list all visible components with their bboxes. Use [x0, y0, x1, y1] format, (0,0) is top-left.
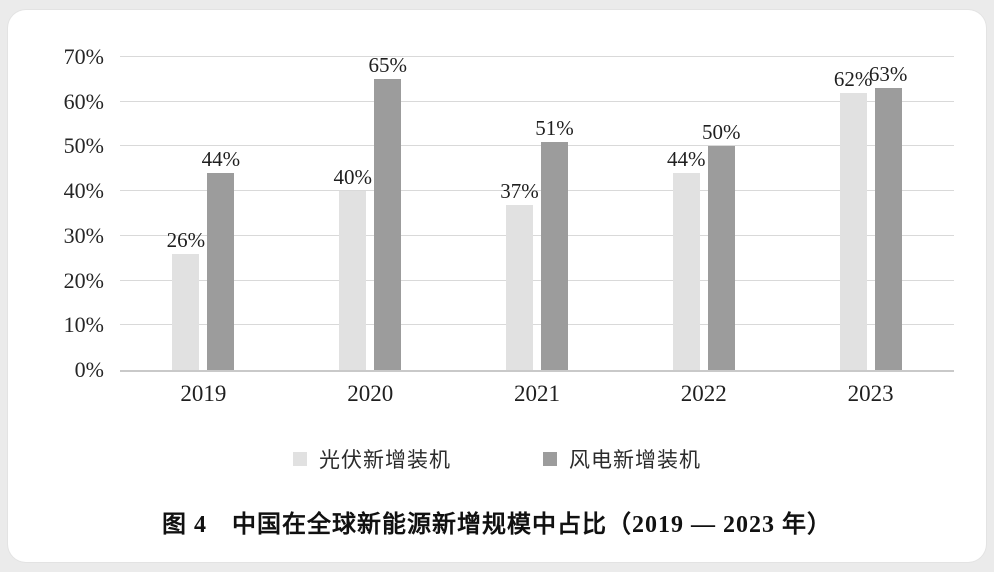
y-axis-tick-label: 70% — [63, 44, 104, 69]
bar-group-2020: 40% 65% 2020 — [333, 55, 407, 405]
bar-group-2021: 37% 51% 2021 — [500, 57, 574, 405]
bar-光伏新增装机-2019: 26% — [167, 229, 205, 370]
y-axis-tick-label: 40% — [63, 178, 104, 204]
bar-value-label: 44% — [667, 147, 706, 172]
bar-value-label: 44% — [201, 147, 241, 172]
legend-label: 风电新增装机 — [569, 448, 701, 472]
bar-value-label: 37% — [500, 178, 539, 203]
bar-value-label: 40% — [333, 165, 372, 190]
figure-card: 26% 44% 2019 40% 65% 2020 37% 51% 2021 44% 50% 2022… — [8, 10, 986, 562]
bar-group-2022: 44% 50% 2022 — [667, 57, 741, 405]
bar-group-2023: 62% 63% 2023 — [834, 57, 908, 405]
legend-item-光伏新增装机: 光伏新增装机 — [293, 444, 451, 474]
legend-swatch-icon — [543, 452, 557, 466]
gridline — [120, 190, 954, 192]
bar-光伏新增装机-2023: 62% — [834, 68, 872, 370]
bar-风电新增装机-2021: 51% — [535, 117, 574, 370]
gridline — [120, 324, 954, 326]
bar-风电新增装机-2020: 65% — [368, 55, 407, 370]
bar-光伏新增装机-2022: 44% — [667, 149, 706, 370]
bar-风电新增装机-2019: 44% — [202, 149, 240, 370]
gridline — [120, 100, 954, 102]
y-axis-tick-label: 60% — [63, 88, 104, 114]
y-axis-tick-label: 50% — [63, 133, 104, 159]
chart-legend: 光伏新增装机 风电新增装机 — [8, 444, 986, 474]
y-axis-tick-label: 20% — [63, 267, 104, 293]
gridline — [120, 145, 954, 147]
x-axis-tick-label: 2021 — [513, 381, 560, 406]
y-axis-tick-label: 30% — [63, 222, 104, 248]
x-axis-tick-label: 2019 — [180, 381, 227, 406]
y-axis-tick-label: 10% — [63, 312, 104, 338]
gridline — [120, 234, 954, 236]
figure-caption: 图 4 中国在全球新能源新增规模中占比（2019 — 2023 年） — [162, 512, 832, 538]
bar-group-2019: 26% 44% 2019 — [167, 57, 241, 405]
x-axis-tick-label: 2020 — [347, 381, 394, 406]
bar-风电新增装机-2023: 63% — [869, 64, 907, 370]
gridline — [120, 56, 954, 57]
bar-value-label: 50% — [702, 120, 741, 145]
bar-groups: 26% 44% 2019 40% 65% 2020 37% 51% 2021 44% 50% 2022… — [120, 55, 954, 405]
bar-风电新增装机-2022: 50% — [702, 122, 741, 370]
bar-光伏新增装机-2021: 37% — [500, 180, 539, 370]
y-axis-tick-label: 0% — [74, 357, 104, 382]
bar-value-label: 65% — [368, 53, 407, 78]
gridline — [120, 279, 954, 281]
plot-area: 26% 44% 2019 40% 65% 2020 37% 51% 2021 44% 50% 2022… — [64, 46, 954, 405]
bar-光伏新增装机-2020: 40% — [333, 167, 372, 370]
legend-label: 光伏新增装机 — [319, 448, 451, 472]
bar-value-label: 51% — [535, 115, 574, 140]
x-axis-tick-label: 2023 — [847, 381, 894, 406]
legend-item-风电新增装机: 风电新增装机 — [543, 444, 701, 474]
bar-value-label: 26% — [166, 227, 206, 252]
bar-value-label: 63% — [868, 62, 908, 87]
x-axis-tick-label: 2022 — [680, 381, 727, 406]
bar-value-label: 62% — [833, 66, 873, 91]
legend-swatch-icon — [293, 452, 307, 466]
